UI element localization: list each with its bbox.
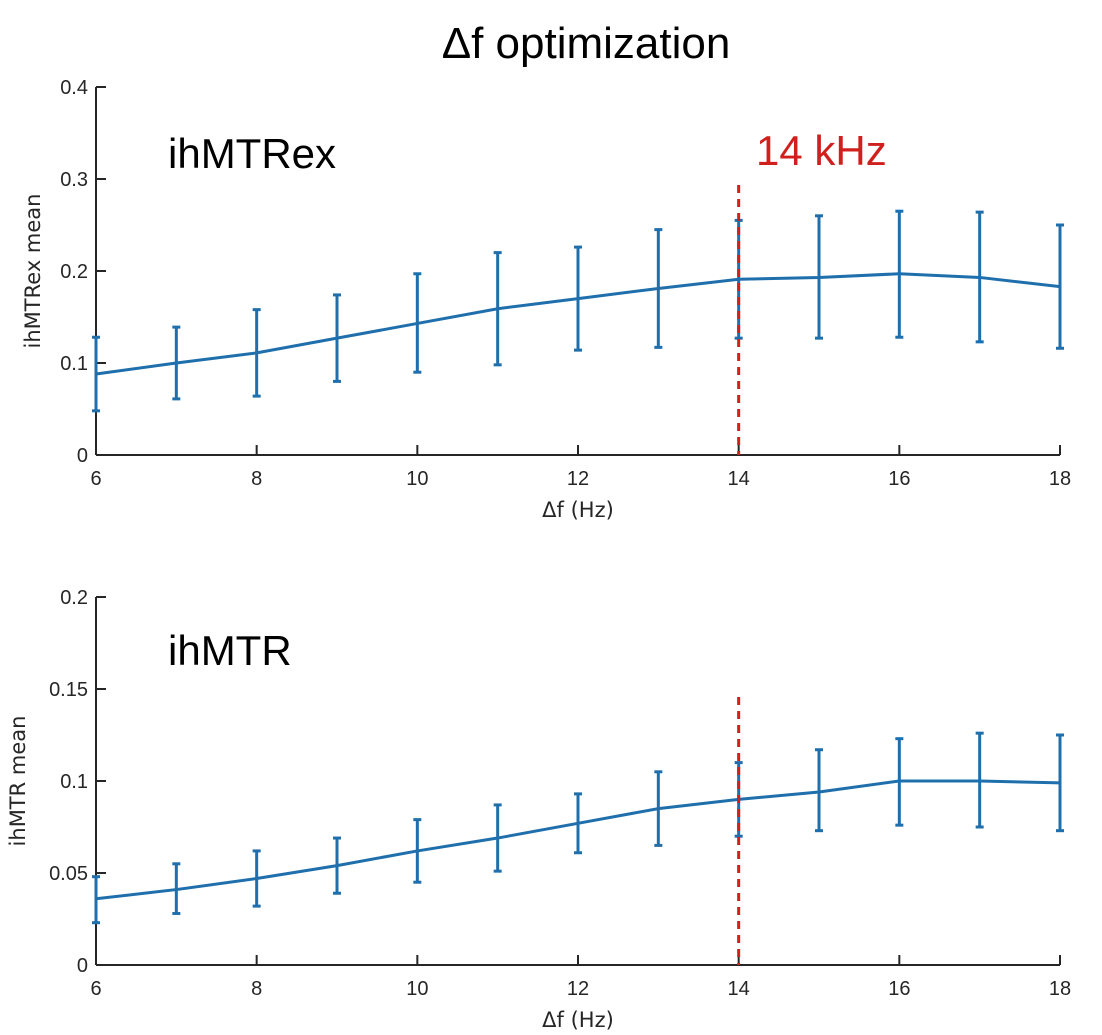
y-tick-label: 0 [77,445,88,467]
error-bar [413,272,422,374]
error-bar [574,792,582,855]
error-bar [252,308,261,398]
x-tick-label: 14 [728,468,750,490]
error-bar [574,245,582,352]
x-tick-label: 10 [406,468,428,490]
x-axis-label: Δf (Hz) [542,1008,614,1032]
y-tick-label: 0.2 [60,261,88,283]
error-bar [895,737,904,827]
error-bar [493,251,502,367]
error-bar [975,210,984,344]
y-tick-label: 0.4 [60,77,88,99]
x-tick-label: 18 [1049,978,1071,1000]
reference-annotation: 14 kHz [756,127,887,174]
panel-ihmtrex: 6 8 10 12 14 16 18 0 0.1 0.2 0.3 0.4 Δf (Hz) ihMTRex … [21,77,1071,522]
error-bar [172,862,181,915]
y-axis-label: ihMTRex mean [21,194,45,349]
error-bar [172,325,181,401]
x-tick-label: 12 [567,978,589,1000]
y-tick-label: 0.15 [49,679,88,701]
error-bar [1056,223,1064,350]
panel-ihmtr: 6 8 10 12 14 16 18 0 0.05 0.1 0.15 0.2 Δf (Hz) ihMTR … [6,587,1071,1032]
y-tick-label: 0 [77,955,88,977]
x-axis-label: Δf (Hz) [542,498,614,522]
error-bar [815,214,823,340]
error-bar [92,875,100,925]
panel-label: ihMTRex [168,130,336,177]
x-tick-label: 8 [251,978,262,1000]
error-bar [654,770,663,847]
error-bar [1056,733,1064,833]
error-bar [252,849,261,908]
y-tick-label: 0.1 [60,353,88,375]
x-tick-label: 12 [567,468,589,490]
x-tick-label: 8 [251,468,262,490]
error-bar [413,818,422,884]
x-tick-label: 14 [728,978,750,1000]
y-tick-label: 0.3 [60,169,88,191]
error-bar [815,748,823,833]
panel-label: ihMTR [168,627,292,674]
main-title: Δf optimization [442,19,731,68]
x-tick-label: 10 [406,978,428,1000]
error-bar [333,293,341,383]
y-axis-label: ihMTR mean [6,716,30,847]
y-tick-label: 0.2 [60,587,88,609]
y-tick-label: 0.1 [60,771,88,793]
x-tick-label: 16 [888,468,910,490]
y-tick-label: 0.05 [49,863,88,885]
x-tick-label: 6 [90,978,101,1000]
error-bar [333,836,341,895]
x-tick-label: 18 [1049,468,1071,490]
error-bar [975,731,984,829]
x-tick-label: 16 [888,978,910,1000]
error-bar [654,228,663,349]
error-bar [895,209,904,339]
error-bar [92,335,100,413]
x-tick-label: 6 [90,468,101,490]
error-bar [493,803,502,873]
